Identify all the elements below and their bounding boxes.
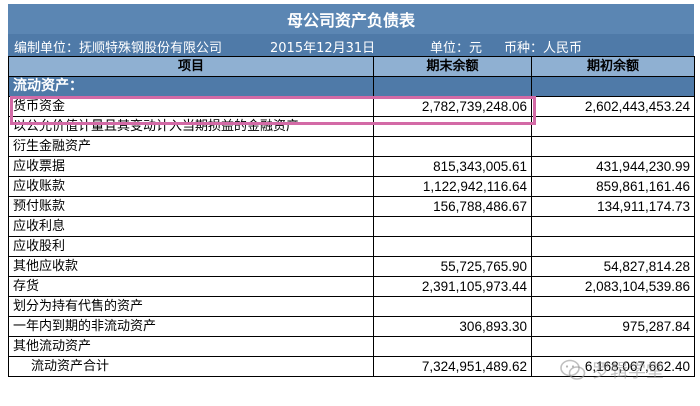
table-row: 应收票据 815,343,005.61 431,944,230.99 xyxy=(8,156,695,177)
header-item: 项目 xyxy=(8,56,374,77)
table-header-row: 项目 期末余额 期初余额 xyxy=(8,56,695,77)
row-end-balance xyxy=(373,296,532,317)
row-item: 划分为持有代售的资产 xyxy=(8,296,374,317)
table-row: 应收利息 xyxy=(8,216,695,237)
row-begin-balance xyxy=(531,216,695,237)
table-row: 以公允价值计量且其变动计入当期损益的金融资产 xyxy=(8,116,695,137)
row-item: 应收利息 xyxy=(8,216,374,237)
row-item: 其他流动资产 xyxy=(8,336,374,357)
unit-label: 单位：元 xyxy=(430,41,483,56)
balance-table: 项目 期末余额 期初余额 流动资产： 货币资金 2,782,739,248.06 2… xyxy=(8,56,695,377)
report-date: 2015年12月31日 xyxy=(270,41,376,56)
row-item: 应收股利 xyxy=(8,236,374,257)
row-begin-balance: 54,827,814.28 xyxy=(531,256,695,277)
row-end-balance xyxy=(373,116,532,137)
row-end-balance: 2,391,105,973.44 xyxy=(373,276,532,297)
report-title: 母公司资产负债表 xyxy=(8,4,694,34)
row-begin-balance xyxy=(531,296,695,317)
table-row: 一年内到期的非流动资产 306,893.30 975,287.84 xyxy=(8,316,695,337)
row-item: 应收账款 xyxy=(8,176,374,197)
row-end-balance xyxy=(373,216,532,237)
row-begin-balance xyxy=(531,336,695,357)
header-begin-balance: 期初余额 xyxy=(531,56,695,77)
row-begin-balance xyxy=(531,136,695,157)
row-end-balance xyxy=(373,236,532,257)
table-row: 衍生金融资产 xyxy=(8,136,695,157)
table-row: 其他流动资产 xyxy=(8,336,695,357)
row-item: 存货 xyxy=(8,276,374,297)
row-begin-balance: 2,602,443,453.24 xyxy=(531,96,695,117)
row-begin-balance: 6,168,067,662.40 xyxy=(531,356,695,377)
currency-label: 币种：人民币 xyxy=(504,41,583,56)
table-row: 货币资金 2,782,739,248.06 2,602,443,453.24 xyxy=(8,96,695,117)
row-item: 流动资产合计 xyxy=(8,356,374,377)
row-item: 衍生金融资产 xyxy=(8,136,374,157)
row-begin-balance: 859,861,161.46 xyxy=(531,176,695,197)
row-begin-balance: 431,944,230.99 xyxy=(531,156,695,177)
table-row: 应收账款 1,122,942,116.64 859,861,161.46 xyxy=(8,176,695,197)
row-end-balance xyxy=(373,336,532,357)
row-begin-balance: 134,911,174.73 xyxy=(531,196,695,217)
table-row: 其他应收款 55,725,765.90 54,827,814.28 xyxy=(8,256,695,277)
row-item: 以公允价值计量且其变动计入当期损益的金融资产 xyxy=(8,116,374,137)
table-row: 存货 2,391,105,973.44 2,083,104,539.86 xyxy=(8,276,695,297)
table-row: 预付账款 156,788,486.67 134,911,174.73 xyxy=(8,196,695,217)
row-end-balance: 306,893.30 xyxy=(373,316,532,337)
section-fill xyxy=(373,76,532,97)
table-row: 应收股利 xyxy=(8,236,695,257)
row-end-balance: 55,725,765.90 xyxy=(373,256,532,277)
row-begin-balance xyxy=(531,116,695,137)
section-label: 流动资产： xyxy=(8,76,374,97)
section-fill xyxy=(531,76,695,97)
row-end-balance: 156,788,486.67 xyxy=(373,196,532,217)
row-end-balance: 2,782,739,248.06 xyxy=(373,96,532,117)
section-row: 流动资产： xyxy=(8,76,695,97)
company-name: 编制单位：抚顺特殊钢股份有限公司 xyxy=(14,41,223,56)
row-item: 预付账款 xyxy=(8,196,374,217)
row-end-balance xyxy=(373,136,532,157)
header-end-balance: 期末余额 xyxy=(373,56,532,77)
row-item: 一年内到期的非流动资产 xyxy=(8,316,374,337)
row-begin-balance xyxy=(531,236,695,257)
row-begin-balance: 2,083,104,539.86 xyxy=(531,276,695,297)
row-item: 货币资金 xyxy=(8,96,374,117)
row-end-balance: 1,122,942,116.64 xyxy=(373,176,532,197)
report-info-bar: 编制单位：抚顺特殊钢股份有限公司 2015年12月31日 单位：元 币种：人民币 xyxy=(8,34,694,56)
row-begin-balance: 975,287.84 xyxy=(531,316,695,337)
table-row: 划分为持有代售的资产 xyxy=(8,296,695,317)
total-row: 流动资产合计 7,324,951,489.62 6,168,067,662.40 xyxy=(8,356,695,377)
row-item: 其他应收款 xyxy=(8,256,374,277)
row-end-balance: 7,324,951,489.62 xyxy=(373,356,532,377)
row-end-balance: 815,343,005.61 xyxy=(373,156,532,177)
row-item: 应收票据 xyxy=(8,156,374,177)
